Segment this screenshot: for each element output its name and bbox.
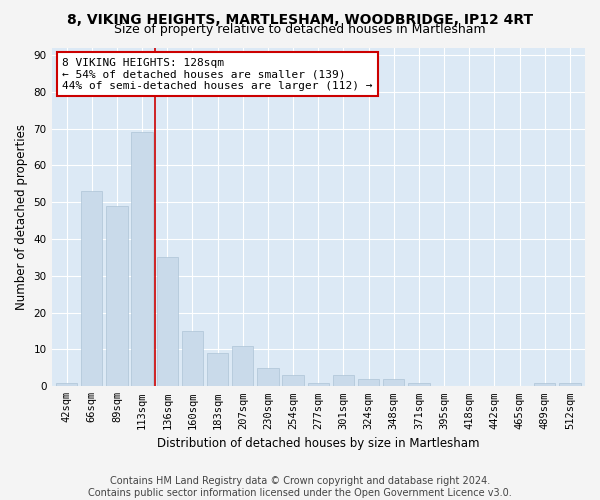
Bar xyxy=(157,258,178,386)
X-axis label: Distribution of detached houses by size in Martlesham: Distribution of detached houses by size … xyxy=(157,437,479,450)
Bar xyxy=(131,132,153,386)
Bar xyxy=(257,368,278,386)
Bar xyxy=(182,331,203,386)
Text: 8, VIKING HEIGHTS, MARTLESHAM, WOODBRIDGE, IP12 4RT: 8, VIKING HEIGHTS, MARTLESHAM, WOODBRIDG… xyxy=(67,12,533,26)
Y-axis label: Number of detached properties: Number of detached properties xyxy=(15,124,28,310)
Bar xyxy=(106,206,128,386)
Bar xyxy=(358,379,379,386)
Bar xyxy=(559,382,581,386)
Bar xyxy=(534,382,556,386)
Bar xyxy=(81,191,103,386)
Bar xyxy=(308,382,329,386)
Bar xyxy=(232,346,253,387)
Text: 8 VIKING HEIGHTS: 128sqm
← 54% of detached houses are smaller (139)
44% of semi-: 8 VIKING HEIGHTS: 128sqm ← 54% of detach… xyxy=(62,58,373,91)
Bar xyxy=(408,382,430,386)
Bar xyxy=(383,379,404,386)
Text: Size of property relative to detached houses in Martlesham: Size of property relative to detached ho… xyxy=(114,22,486,36)
Text: Contains HM Land Registry data © Crown copyright and database right 2024.
Contai: Contains HM Land Registry data © Crown c… xyxy=(88,476,512,498)
Bar xyxy=(283,376,304,386)
Bar xyxy=(333,376,354,386)
Bar xyxy=(56,382,77,386)
Bar xyxy=(207,353,229,386)
